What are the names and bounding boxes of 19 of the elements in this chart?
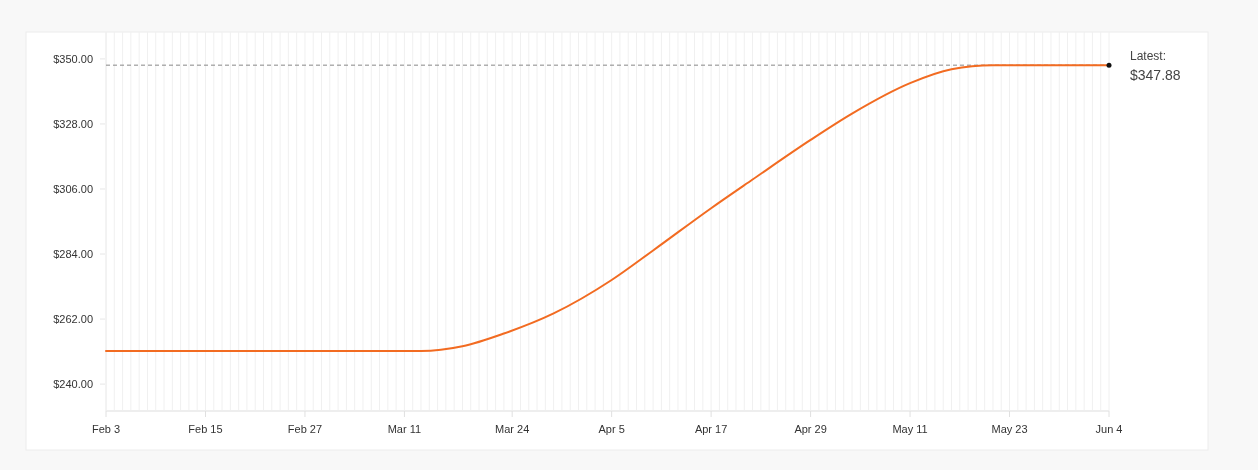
y-tick-label: $306.00	[53, 182, 93, 195]
y-tick-label: $262.00	[53, 312, 93, 325]
x-tick-label: Feb 15	[188, 423, 223, 435]
x-tick-label: Apr 29	[794, 423, 827, 435]
x-tick-label: Mar 24	[495, 423, 530, 435]
x-tick-label: May 23	[991, 423, 1028, 435]
annotation: $347.88	[1130, 67, 1181, 84]
y-tick-label: $240.00	[53, 377, 93, 390]
y-tick-label: $284.00	[53, 247, 93, 260]
y-tick-label: $328.00	[53, 117, 93, 130]
x-tick-label: Apr 5	[598, 423, 625, 435]
x-tick-label: Feb 27	[287, 423, 323, 435]
x-tick-label: Jun 4	[1095, 423, 1123, 435]
annotation: Latest:	[1130, 49, 1167, 64]
x-tick-label: Feb 3	[91, 423, 121, 435]
x-tick-label: Mar 11	[387, 423, 422, 435]
x-tick-label: Apr 17	[694, 423, 728, 435]
y-tick-label: $350.00	[53, 52, 93, 65]
x-tick-label: May 11	[892, 423, 928, 435]
